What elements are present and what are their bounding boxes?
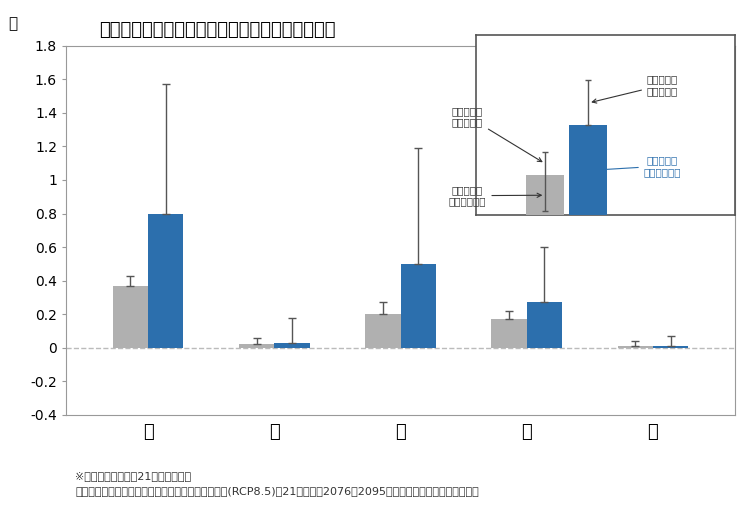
Text: 滝のように降る雨の回数の将来変化（神奈川県）: 滝のように降る雨の回数の将来変化（神奈川県） <box>100 20 336 39</box>
Text: 現在気候の
年々変動幅: 現在気候の 年々変動幅 <box>452 105 542 162</box>
Bar <box>569 125 608 215</box>
Bar <box>526 303 562 348</box>
Bar <box>274 343 310 348</box>
Bar <box>617 346 653 348</box>
Bar <box>653 346 688 348</box>
Bar <box>365 314 400 348</box>
Bar <box>239 344 274 348</box>
Text: 将来気候の
平均発生回数: 将来気候の 平均発生回数 <box>592 155 681 177</box>
Bar <box>112 285 148 348</box>
Text: 回: 回 <box>8 16 17 31</box>
Bar <box>148 213 184 348</box>
Text: 現在気候の
平均発生回数: 現在気候の 平均発生回数 <box>448 185 542 206</box>
Text: （現状を上回る気候変動対策をとられなかった場合(RCP8.5)の21世紀末（2076～2095年）における気候の予測結果）: （現状を上回る気候変動対策をとられなかった場合(RCP8.5)の21世紀末（20… <box>75 486 478 496</box>
Bar <box>526 175 564 215</box>
Bar <box>491 319 526 348</box>
Bar <box>400 264 436 348</box>
Text: ※出典：神奈川県の21世紀末の気候: ※出典：神奈川県の21世紀末の気候 <box>75 471 191 481</box>
Text: 将来気候の
年々変動幅: 将来気候の 年々変動幅 <box>592 74 678 103</box>
